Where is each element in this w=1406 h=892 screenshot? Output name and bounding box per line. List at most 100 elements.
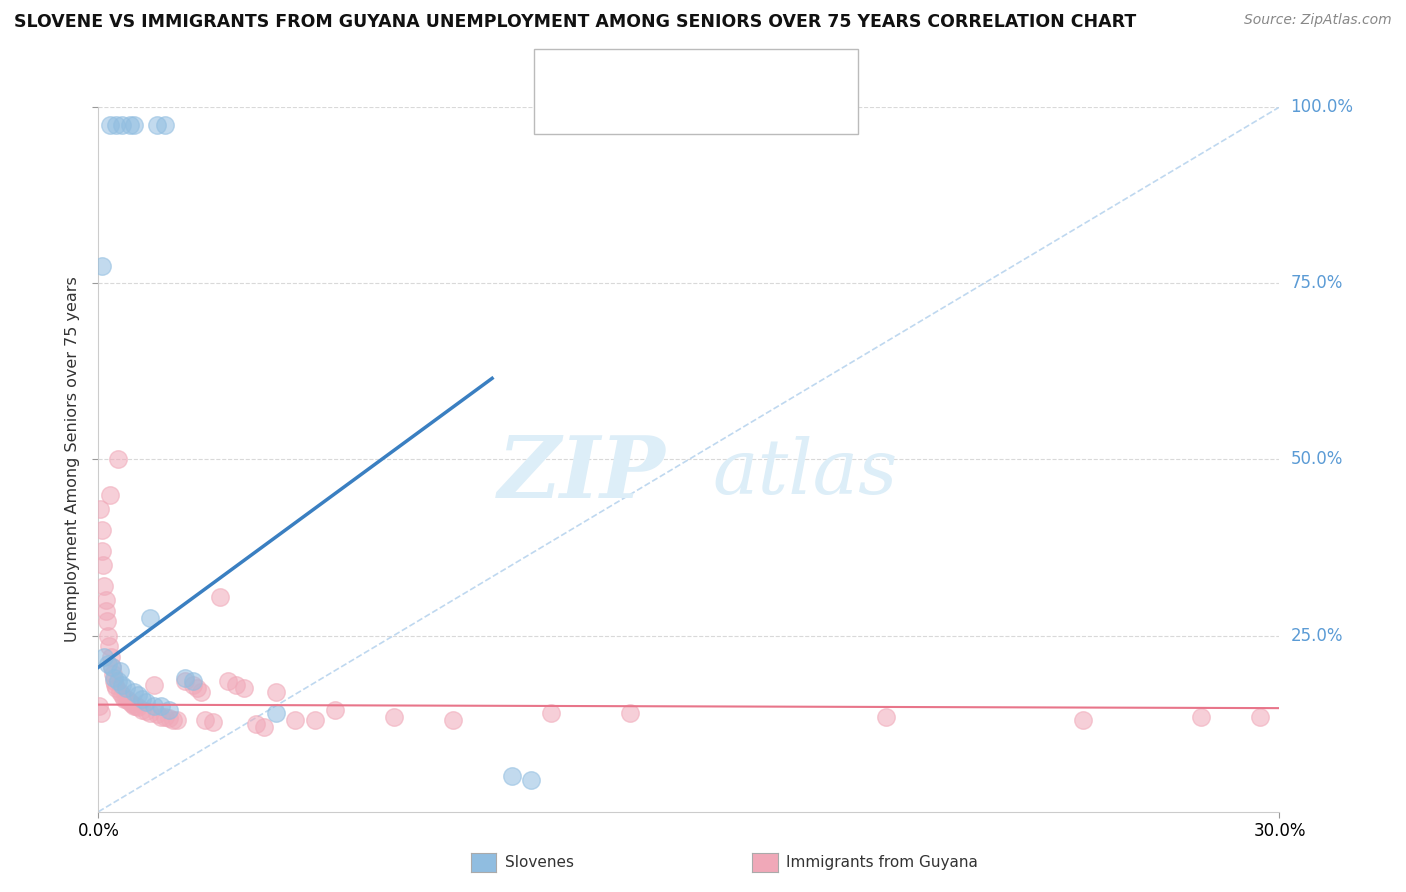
Point xyxy=(284,713,307,727)
Point xyxy=(107,452,129,467)
Point xyxy=(118,696,141,710)
Point xyxy=(90,523,112,537)
Point xyxy=(127,689,149,703)
Point xyxy=(103,674,125,689)
Point xyxy=(150,699,173,714)
Point xyxy=(127,700,149,714)
Text: 100.0%: 100.0% xyxy=(1291,98,1354,116)
Point xyxy=(264,706,287,720)
Text: Slovenes: Slovenes xyxy=(505,855,574,870)
Point xyxy=(131,702,153,716)
Point xyxy=(104,678,127,692)
Point xyxy=(501,769,523,784)
Point xyxy=(233,681,256,696)
Point xyxy=(190,685,212,699)
Point xyxy=(157,702,180,716)
Point xyxy=(122,118,145,132)
Point xyxy=(194,713,217,727)
Text: 75.0%: 75.0% xyxy=(1291,274,1343,293)
Point xyxy=(108,685,131,699)
Point xyxy=(111,689,134,703)
Point xyxy=(111,118,134,132)
Point xyxy=(91,558,114,573)
Point xyxy=(253,720,276,734)
Point xyxy=(101,660,124,674)
Point xyxy=(146,118,169,132)
Text: R =  0.252   N = 29: R = 0.252 N = 29 xyxy=(603,67,761,81)
Point xyxy=(323,702,346,716)
Point xyxy=(150,709,173,723)
Text: atlas: atlas xyxy=(713,436,898,510)
Point xyxy=(142,699,165,714)
Point xyxy=(118,118,141,132)
Point xyxy=(155,709,177,723)
Point xyxy=(181,674,204,689)
Point xyxy=(117,693,139,707)
Point xyxy=(103,667,125,681)
Point xyxy=(103,671,125,685)
Point xyxy=(217,674,239,689)
Point xyxy=(382,709,405,723)
Point xyxy=(131,692,153,706)
Point xyxy=(98,487,121,501)
Text: SLOVENE VS IMMIGRANTS FROM GUYANA UNEMPLOYMENT AMONG SENIORS OVER 75 YEARS CORRE: SLOVENE VS IMMIGRANTS FROM GUYANA UNEMPL… xyxy=(14,13,1136,31)
Point xyxy=(101,660,124,674)
Point xyxy=(135,704,157,718)
Point xyxy=(98,118,121,132)
Point xyxy=(1071,713,1094,727)
Text: Source: ZipAtlas.com: Source: ZipAtlas.com xyxy=(1244,13,1392,28)
Point xyxy=(96,615,118,629)
Point xyxy=(91,544,114,558)
Point xyxy=(122,685,145,699)
Point xyxy=(264,685,287,699)
Point xyxy=(115,692,138,706)
Point xyxy=(115,681,138,696)
Point xyxy=(146,707,169,722)
Point xyxy=(540,706,562,720)
Point xyxy=(105,681,128,696)
Point xyxy=(111,678,134,692)
Point xyxy=(441,713,464,727)
Point xyxy=(93,649,115,664)
Point xyxy=(520,772,543,787)
Point xyxy=(125,699,148,714)
Point xyxy=(138,706,160,720)
Point xyxy=(174,671,197,685)
Point xyxy=(157,711,180,725)
Point xyxy=(122,699,145,714)
Text: Immigrants from Guyana: Immigrants from Guyana xyxy=(786,855,977,870)
Point xyxy=(201,714,224,729)
Point xyxy=(105,118,128,132)
Text: R = -0.017   N = 64: R = -0.017 N = 64 xyxy=(603,102,761,116)
Point xyxy=(135,696,157,710)
Point xyxy=(304,713,326,727)
Point xyxy=(97,657,120,671)
Point xyxy=(89,699,111,714)
Point xyxy=(174,674,197,689)
Point xyxy=(98,639,121,653)
Point xyxy=(93,579,115,593)
Point xyxy=(619,706,641,720)
Point xyxy=(142,678,165,692)
Point xyxy=(181,678,204,692)
Point xyxy=(94,593,117,607)
Point xyxy=(96,604,118,618)
Point xyxy=(245,716,267,731)
Point xyxy=(112,692,135,706)
Point xyxy=(162,713,184,727)
Point xyxy=(1249,709,1271,723)
Point xyxy=(875,709,897,723)
Point xyxy=(100,649,122,664)
Point xyxy=(166,713,188,727)
Point xyxy=(121,697,143,711)
Text: 25.0%: 25.0% xyxy=(1291,626,1343,645)
Point xyxy=(138,611,160,625)
Point xyxy=(186,681,208,696)
Point xyxy=(89,501,111,516)
Text: 50.0%: 50.0% xyxy=(1291,450,1343,468)
Point xyxy=(225,678,247,692)
Text: ZIP: ZIP xyxy=(498,432,665,516)
Point xyxy=(91,259,114,273)
Point xyxy=(107,674,129,689)
Point xyxy=(209,590,232,604)
